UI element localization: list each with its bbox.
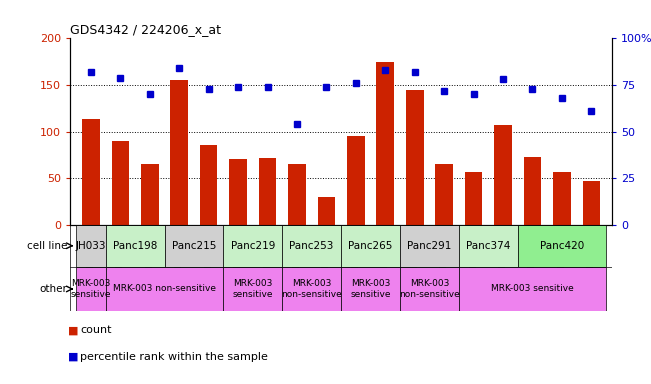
Text: MRK-003
non-sensitive: MRK-003 non-sensitive <box>281 279 342 299</box>
Bar <box>229 159 247 225</box>
Text: Panc219: Panc219 <box>230 241 275 251</box>
Text: cell line: cell line <box>27 241 67 251</box>
Bar <box>283 267 341 311</box>
Bar <box>318 197 335 225</box>
Text: MRK-003 non-sensitive: MRK-003 non-sensitive <box>113 285 216 293</box>
Text: MRK-003 sensitive: MRK-003 sensitive <box>491 285 574 293</box>
Bar <box>465 172 482 225</box>
Bar <box>494 125 512 225</box>
Text: other: other <box>39 284 67 294</box>
Bar <box>583 181 600 225</box>
Bar <box>105 225 165 267</box>
Text: Panc291: Panc291 <box>408 241 452 251</box>
Bar <box>459 267 606 311</box>
Bar <box>82 119 100 225</box>
Bar <box>76 267 105 311</box>
Text: Panc215: Panc215 <box>172 241 216 251</box>
Bar <box>347 136 365 225</box>
Bar <box>553 172 571 225</box>
Text: count: count <box>80 325 111 335</box>
Bar <box>111 141 129 225</box>
Bar <box>376 62 394 225</box>
Bar <box>518 225 606 267</box>
Bar <box>341 225 400 267</box>
Text: MRK-003
sensitive: MRK-003 sensitive <box>71 279 111 299</box>
Bar <box>341 267 400 311</box>
Bar <box>223 267 283 311</box>
Text: Panc420: Panc420 <box>540 241 584 251</box>
Text: MRK-003
non-sensitive: MRK-003 non-sensitive <box>399 279 460 299</box>
Text: Panc198: Panc198 <box>113 241 158 251</box>
Bar <box>283 225 341 267</box>
Text: MRK-003
sensitive: MRK-003 sensitive <box>232 279 273 299</box>
Text: ■: ■ <box>68 352 79 362</box>
Bar <box>436 164 453 225</box>
Text: Panc374: Panc374 <box>466 241 510 251</box>
Text: percentile rank within the sample: percentile rank within the sample <box>80 352 268 362</box>
Text: Panc253: Panc253 <box>290 241 334 251</box>
Text: MRK-003
sensitive: MRK-003 sensitive <box>350 279 391 299</box>
Bar <box>141 164 159 225</box>
Text: Panc265: Panc265 <box>348 241 393 251</box>
Bar <box>258 157 277 225</box>
Bar <box>171 80 188 225</box>
Text: JH033: JH033 <box>76 241 106 251</box>
Text: GDS4342 / 224206_x_at: GDS4342 / 224206_x_at <box>70 23 221 36</box>
Bar <box>400 267 459 311</box>
Bar <box>288 164 306 225</box>
Bar <box>105 267 223 311</box>
Bar <box>200 146 217 225</box>
Text: ■: ■ <box>68 325 79 335</box>
Bar <box>223 225 283 267</box>
Bar <box>165 225 223 267</box>
Bar <box>523 157 541 225</box>
Bar <box>459 225 518 267</box>
Bar <box>400 225 459 267</box>
Bar <box>406 89 424 225</box>
Bar <box>76 225 105 267</box>
